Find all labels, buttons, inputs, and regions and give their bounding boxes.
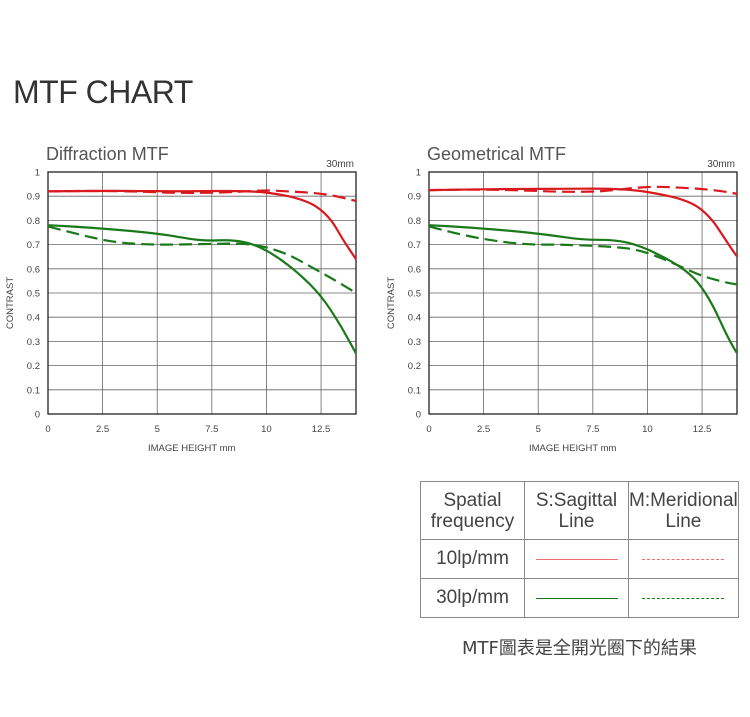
legend-header-sagittal-line2: Line [558,510,595,532]
x-tick-label: 0 [45,424,50,435]
legend-header-meridional-line1: M:Meridional [629,489,738,511]
dashed-line-swatch [642,597,725,599]
legend-header-row: Spatial frequency S:Sagittal Line M:Meri… [420,481,739,540]
y-tick-label: 0.9 [408,192,421,203]
legend-header-frequency-line2: frequency [430,510,515,532]
y-tick-label: 0.5 [27,289,40,300]
legend-row-30lp: 30lp/mm [420,578,739,618]
y-tick-label: 0.8 [408,216,421,227]
y-tick-label: 0.6 [408,264,421,275]
legend-swatch-sagittal-10 [524,539,629,579]
diffraction-mtf-chart: Diffraction MTF 30mm 0 0.1 0.2 0.3 0.4 0.5 0.6 0.… [5,144,358,454]
legend-header-frequency: Spatial frequency [420,481,525,540]
chart-title: Geometrical MTF [427,144,566,164]
x-tick-label: 5 [155,424,160,435]
y-tick-label: 0.3 [27,337,40,348]
mtf-charts: Diffraction MTF 30mm 0 0.1 0.2 0.3 0.4 0.5 0.6 0.… [5,144,739,454]
chart-title: Diffraction MTF [46,144,169,164]
y-tick-label: 1 [35,168,40,179]
y-tick-label: 0.3 [408,337,421,348]
x-tick-label: 2.5 [477,424,490,435]
y-tick-label: 0.1 [408,385,421,396]
x-axis-label: IMAGE HEIGHT mm [148,443,236,454]
x-tick-label: 12.5 [312,424,331,435]
plot-frame [428,171,738,415]
y-axis-label: CONTRAST [5,277,16,329]
page-title: MTF CHART [13,74,193,110]
geometrical-mtf-chart: Geometrical MTF 30mm 0 0.1 0.2 0.3 0.4 0.5 0.6 0.… [386,144,739,454]
y-tick-label: 0.2 [408,361,421,372]
legend-swatch-sagittal-30 [524,578,629,618]
legend-swatch-meridional-10 [628,539,739,579]
solid-line-swatch [535,558,618,560]
legend-row-10lp: 10lp/mm [420,539,739,579]
legend-header-sagittal: S:Sagittal Line [524,481,629,540]
solid-line-swatch [535,597,618,599]
y-tick-label: 0.1 [27,385,40,396]
y-tick-label: 0.2 [27,361,40,372]
y-tick-label: 0 [35,410,40,421]
y-tick-label: 0.4 [408,313,421,324]
series-line-30lp-mm-S [428,224,739,355]
footnote: MTF圖表是全開光圈下的結果 [462,638,697,659]
series-line-30lp-mm-M [47,225,358,295]
corner-label: 30mm [326,159,354,170]
y-tick-label: 0.6 [27,264,40,275]
y-tick-label: 0 [416,410,421,421]
x-tick-label: 2.5 [96,424,109,435]
y-axis-label: CONTRAST [386,277,397,329]
x-axis-label: IMAGE HEIGHT mm [529,443,617,454]
y-tick-label: 0.4 [27,313,40,324]
legend-header-meridional: M:Meridional Line [628,481,739,540]
legend-row-label: 10lp/mm [420,539,525,579]
series-line-10lp-mm-M [47,189,357,203]
x-tick-label: 0 [426,424,431,435]
x-tick-label: 7.5 [205,424,218,435]
legend-header-meridional-line2: Line [665,510,702,532]
y-tick-label: 0.8 [27,216,40,227]
legend-header-frequency-line1: Spatial [443,489,502,511]
series-line-30lp-mm-M [428,225,738,286]
y-tick-label: 1 [416,168,421,179]
legend-row-label: 30lp/mm [420,578,525,618]
legend-header-sagittal-line1: S:Sagittal [535,489,618,511]
series-line-10lp-mm-M [428,185,738,195]
y-tick-label: 0.7 [408,240,421,251]
y-tick-label: 0.9 [27,192,40,203]
x-tick-label: 10 [261,424,272,435]
corner-label: 30mm [707,159,735,170]
y-tick-label: 0.7 [27,240,40,251]
series-line-10lp-mm-S [47,189,357,260]
dashed-line-swatch [642,558,725,560]
legend-table: Spatial frequency S:Sagittal Line M:Meri… [420,481,739,618]
y-tick-label: 0.5 [408,289,421,300]
x-tick-label: 7.5 [586,424,599,435]
plot-frame [47,171,357,415]
legend-swatch-meridional-30 [628,578,739,618]
x-tick-label: 12.5 [693,424,712,435]
x-tick-label: 5 [536,424,541,435]
x-tick-label: 10 [642,424,653,435]
